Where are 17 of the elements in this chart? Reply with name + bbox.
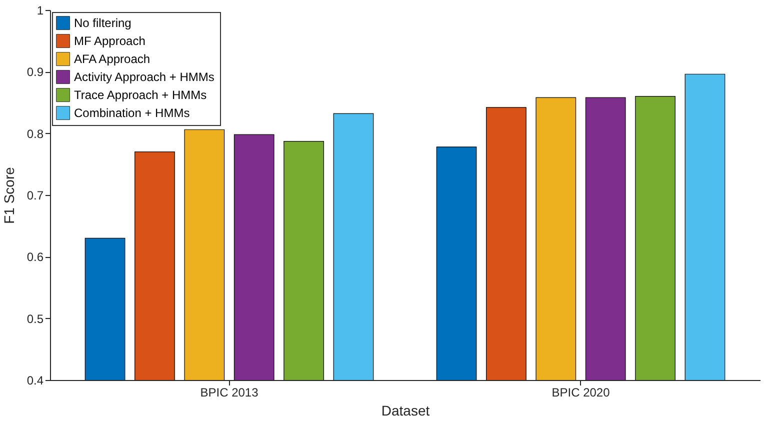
- y-axis-title: F1 Score: [0, 166, 17, 224]
- y-tick-label: 0.4: [26, 374, 44, 388]
- legend-label: Activity Approach + HMMs: [74, 70, 214, 84]
- y-tick-label: 0.6: [26, 250, 44, 264]
- y-tick-label: 1: [36, 4, 44, 18]
- legend-label: MF Approach: [74, 34, 146, 48]
- legend-label: Combination + HMMs: [74, 106, 190, 120]
- y-tick-label: 0.5: [26, 312, 44, 326]
- x-axis-title: Dataset: [381, 402, 430, 418]
- legend-label: No filtering: [74, 16, 132, 30]
- y-tick-label: 0.8: [26, 126, 44, 141]
- legend-label: AFA Approach: [74, 52, 150, 66]
- legend-label: Trace Approach + HMMs: [74, 88, 207, 102]
- y-tick-label: 0.7: [26, 188, 44, 202]
- x-tick-label: BPIC 2020: [552, 386, 610, 400]
- x-tick-label: BPIC 2013: [200, 386, 259, 400]
- y-tick-label: 0.9: [26, 65, 44, 80]
